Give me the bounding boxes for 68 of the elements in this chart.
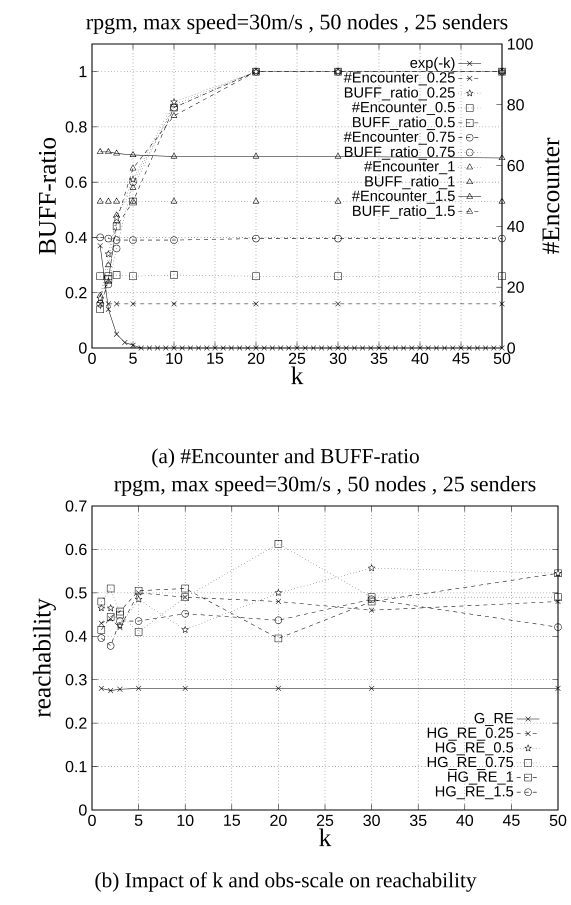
x-tick-label: 5: [129, 352, 137, 364]
x-tick-label: 15: [224, 814, 240, 826]
x-tick-label: 10: [178, 814, 194, 826]
y2-tick-label: 40: [507, 220, 524, 232]
y-tick-label: 0.7: [66, 500, 86, 512]
y-tick-label: 0.4: [66, 630, 87, 642]
legend-label: HG_RE_0.25: [428, 728, 514, 741]
x-tick-label: 25: [316, 814, 334, 826]
text: (b) Impact of k and obs-scale on reachability: [95, 872, 476, 892]
x-tick-label: 35: [410, 814, 426, 826]
x-tick-label: 30: [363, 814, 380, 826]
x-tick-label: 0: [88, 352, 96, 364]
x-tick-label: 50: [494, 352, 510, 364]
y2-tick-label: 0: [507, 342, 515, 354]
y-tick-label: 0.6: [66, 544, 87, 556]
y-tick-label: 0: [79, 804, 87, 816]
legend-label: #Encounter_1: [364, 161, 455, 174]
legend-label: BUFF_ratio_0.75: [344, 146, 455, 160]
y-tick-label: 0.5: [66, 587, 87, 599]
legend-label: #Encounter_0.75: [344, 132, 455, 145]
y-tick-label: 0: [79, 342, 87, 354]
y-tick-label: 0.6: [66, 176, 87, 188]
y2-axis-title: #Encounter: [542, 138, 560, 254]
y2-tick-label: 100: [508, 38, 533, 50]
legend-label: BUFF_ratio_0.25: [344, 86, 455, 100]
y-tick-label: 0.2: [66, 287, 86, 298]
x-tick-label: 20: [248, 352, 264, 364]
y2-tick-label: 80: [507, 99, 524, 110]
x-axis-title: k: [291, 366, 304, 384]
y-tick-label: 0.2: [66, 717, 86, 729]
y-axis-title: BUFF-ratio: [38, 138, 56, 254]
y-tick-label: 0.8: [66, 121, 87, 133]
legend-label: HG_RE_0.5: [436, 742, 514, 756]
legend-label: BUFF_ratio_1: [365, 176, 455, 190]
chart-title: rpgm, max speed=30m/s , 50 nodes , 25 senders: [86, 14, 508, 34]
legend-label: exp(-k): [410, 57, 454, 71]
x-tick-label: 0: [88, 814, 96, 826]
x-tick-label: 10: [166, 352, 182, 364]
x-tick-label: 40: [456, 814, 474, 826]
x-tick-label: 45: [502, 814, 520, 826]
legend-label: #Encounter_1.5: [352, 190, 455, 204]
x-tick-label: 40: [411, 352, 428, 364]
x-tick-label: 25: [288, 352, 306, 364]
legend-label: HG_RE_1: [448, 771, 514, 785]
y2-tick-label: 60: [508, 160, 524, 172]
y-tick-label: 0.4: [66, 232, 87, 244]
legend-label: G_RE: [474, 712, 514, 726]
legend-label: HG_RE_0.75: [428, 756, 514, 770]
x-tick-label: 20: [270, 814, 287, 826]
y2-tick-label: 20: [508, 282, 524, 293]
legend-label: #Encounter_0.5: [352, 102, 455, 116]
y-axis-title: reachability: [32, 598, 56, 718]
legend-label: HG_RE_1.5: [436, 786, 514, 800]
x-tick-label: 30: [330, 352, 346, 364]
x-tick-label: 35: [370, 352, 388, 364]
x-axis-title: k: [319, 828, 332, 846]
y-tick-label: 0.3: [66, 674, 87, 686]
chart-title: rpgm, max speed=30m/s , 50 nodes , 25 senders: [114, 476, 536, 496]
legend-label: #Encounter_0.25: [344, 72, 455, 86]
y-tick-label: 0.1: [66, 760, 87, 772]
x-tick-label: 15: [207, 352, 224, 364]
legend-label: BUFF_ratio_0.5: [353, 116, 455, 130]
x-tick-label: 50: [550, 814, 566, 826]
x-tick-label: 45: [452, 352, 470, 364]
y-tick-label: 1: [80, 66, 87, 78]
text: (a) #Encounter and BUFF-ratio: [152, 448, 419, 468]
x-tick-label: 5: [134, 814, 142, 826]
legend-label: BUFF_ratio_1.5: [353, 205, 455, 219]
